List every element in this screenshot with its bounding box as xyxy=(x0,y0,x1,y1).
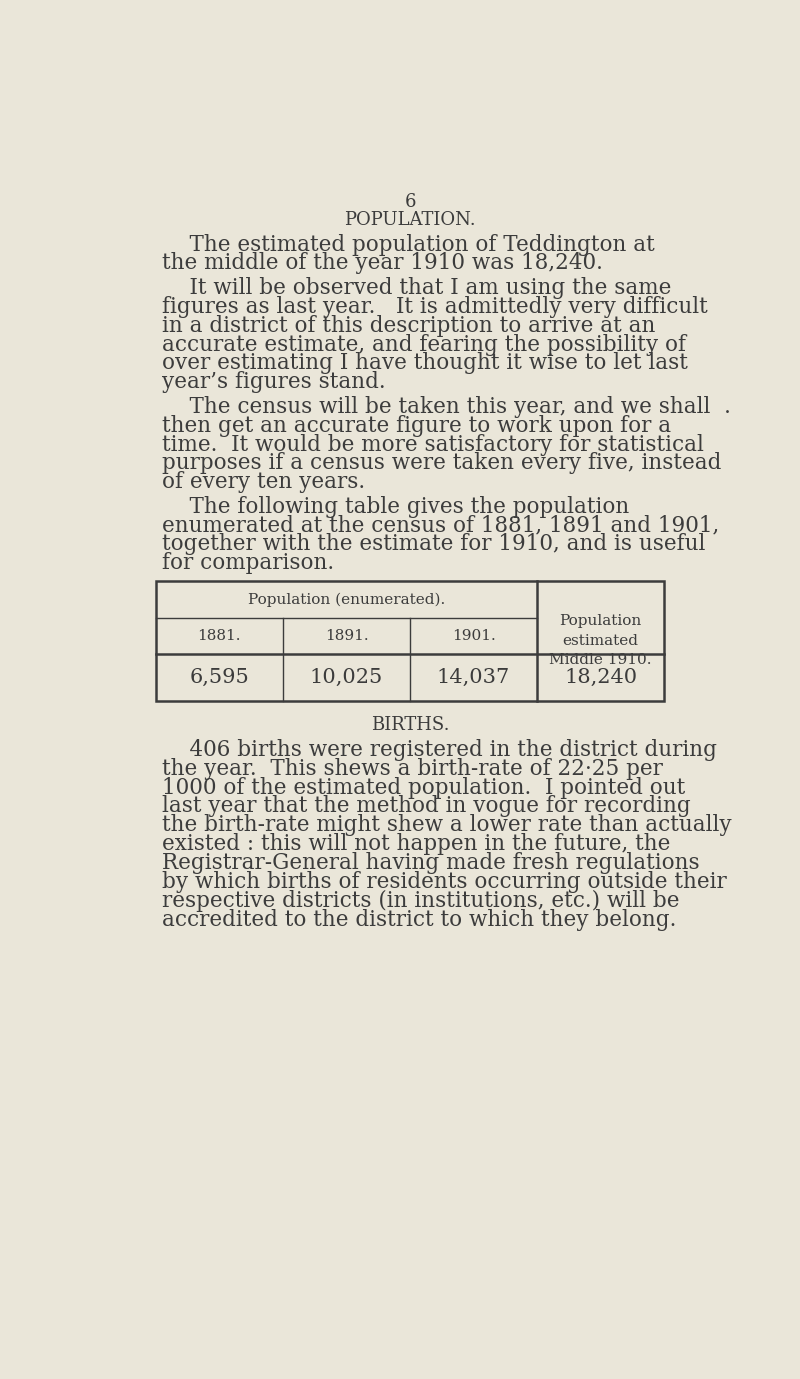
Text: Population (enumerated).: Population (enumerated). xyxy=(248,592,445,607)
Text: together with the estimate for 1910, and is useful: together with the estimate for 1910, and… xyxy=(162,534,706,556)
Text: Registrar-General having made fresh regulations: Registrar-General having made fresh regu… xyxy=(162,852,700,874)
Text: 14,037: 14,037 xyxy=(437,669,510,687)
Bar xyxy=(156,581,664,702)
Text: BIRTHS.: BIRTHS. xyxy=(370,716,450,735)
Text: The following table gives the population: The following table gives the population xyxy=(162,495,630,517)
Text: 406 births were registered in the district during: 406 births were registered in the distri… xyxy=(162,739,717,761)
Text: It will be observed that I am using the same: It will be observed that I am using the … xyxy=(162,277,671,299)
Text: over estimating I have thought it wise to let last: over estimating I have thought it wise t… xyxy=(162,353,688,375)
Text: by which births of residents occurring outside their: by which births of residents occurring o… xyxy=(162,872,726,892)
Text: POPULATION.: POPULATION. xyxy=(344,211,476,229)
Text: 1881.: 1881. xyxy=(198,629,241,643)
Text: last year that the method in vogue for recording: last year that the method in vogue for r… xyxy=(162,796,690,818)
Text: The census will be taken this year, and we shall  .: The census will be taken this year, and … xyxy=(162,396,731,418)
Text: The estimated population of Teddington at: The estimated population of Teddington a… xyxy=(162,233,654,255)
Text: 18,240: 18,240 xyxy=(564,669,638,687)
Text: 1000 of the estimated population.  I pointed out: 1000 of the estimated population. I poin… xyxy=(162,776,686,798)
Text: accurate estimate, and fearing the possibility of: accurate estimate, and fearing the possi… xyxy=(162,334,686,356)
Text: figures as last year.   It is admittedly very difficult: figures as last year. It is admittedly v… xyxy=(162,296,708,317)
Text: 10,025: 10,025 xyxy=(310,669,383,687)
Text: of every ten years.: of every ten years. xyxy=(162,472,365,494)
Text: accredited to the district to which they belong.: accredited to the district to which they… xyxy=(162,909,676,931)
Text: existed : this will not happen in the future, the: existed : this will not happen in the fu… xyxy=(162,833,670,855)
Text: purposes if a census were taken every five, instead: purposes if a census were taken every fi… xyxy=(162,452,722,474)
Text: year’s figures stand.: year’s figures stand. xyxy=(162,371,386,393)
Text: 1901.: 1901. xyxy=(452,629,495,643)
Text: for comparison.: for comparison. xyxy=(162,553,334,574)
Text: enumerated at the census of 1881, 1891 and 1901,: enumerated at the census of 1881, 1891 a… xyxy=(162,514,719,536)
Text: 6,595: 6,595 xyxy=(190,669,250,687)
Text: 6: 6 xyxy=(404,193,416,211)
Text: then get an accurate figure to work upon for a: then get an accurate figure to work upon… xyxy=(162,415,671,437)
Text: the middle of the year 1910 was 18,240.: the middle of the year 1910 was 18,240. xyxy=(162,252,603,274)
Text: in a district of this description to arrive at an: in a district of this description to arr… xyxy=(162,314,655,336)
Text: time.  It would be more satisfactory for statistical: time. It would be more satisfactory for … xyxy=(162,433,704,455)
Text: 1891.: 1891. xyxy=(325,629,368,643)
Text: the birth-rate might shew a lower rate than actually: the birth-rate might shew a lower rate t… xyxy=(162,815,732,836)
Text: respective districts (in institutions, etc.) will be: respective districts (in institutions, e… xyxy=(162,889,679,912)
Text: Population
estimated
Middle 1910.: Population estimated Middle 1910. xyxy=(550,615,652,667)
Text: the year.  This shews a birth-rate of 22·25 per: the year. This shews a birth-rate of 22·… xyxy=(162,757,663,779)
